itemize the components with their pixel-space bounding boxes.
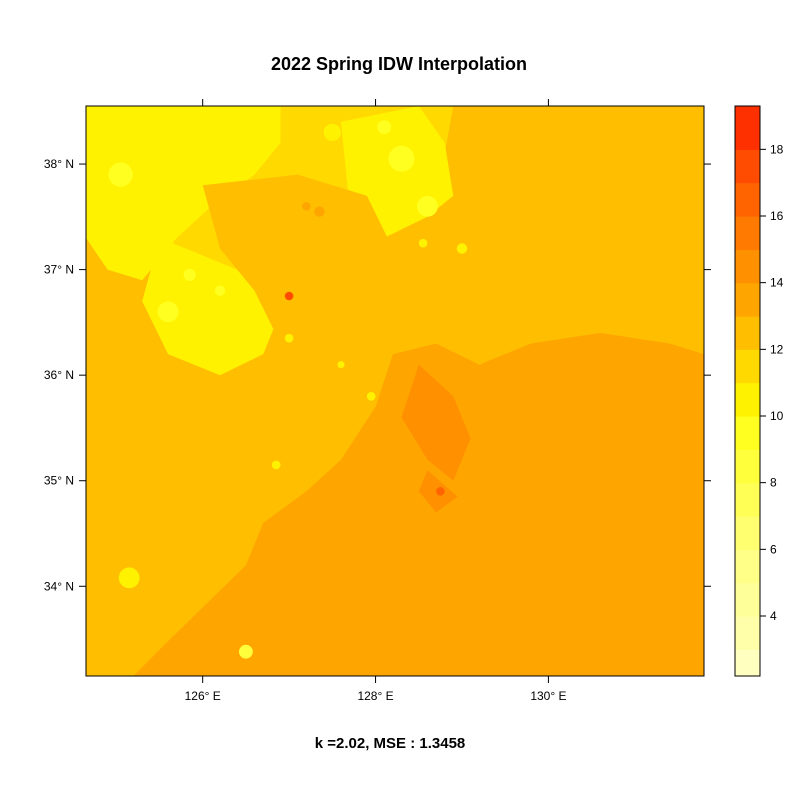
x-tick-label-1: 128° E (357, 689, 393, 703)
axes: 126° E 128° E 130° E 34° N 35° N 36° N 37° N 38… (44, 99, 711, 703)
colorbar-tick-label-6: 16 (770, 209, 784, 223)
colorbar-bin-2 (735, 582, 760, 617)
colorbar-bin-14 (735, 182, 760, 217)
hotspot-18 (366, 392, 376, 401)
value-region-1 (86, 106, 281, 281)
colorbar-tick-label-1: 6 (770, 542, 777, 556)
hotspot-11 (377, 120, 392, 134)
colorbar-tick-label-5: 14 (770, 276, 784, 290)
value-region-5 (133, 332, 704, 676)
hotspot-17 (284, 333, 294, 343)
colorbar-tick-label-0: 4 (770, 609, 777, 623)
hotspot-0 (108, 162, 133, 187)
x-tick-label-2: 130° E (530, 689, 566, 703)
colorbar-tick-label-4: 12 (770, 342, 784, 356)
y-tick-label-0: 34° N (44, 579, 74, 593)
plot-area (86, 106, 704, 676)
colorbar-frame (734, 105, 761, 677)
hotspot-6 (118, 567, 140, 589)
hotspot-20 (337, 361, 345, 369)
interpolation-hotspots (108, 120, 639, 659)
value-region-3 (142, 237, 281, 376)
colorbar-bin-12 (735, 249, 760, 284)
colorbar-bin-0 (735, 649, 760, 677)
value-region-4 (202, 174, 393, 523)
y-tick-label-3: 37° N (44, 263, 74, 277)
colorbar-tick-label-7: 18 (770, 142, 784, 156)
hotspot-10 (323, 123, 341, 141)
hotspot-16 (313, 577, 326, 590)
colorbar-bin-5 (735, 482, 760, 517)
hotspot-4 (284, 291, 294, 301)
hotspot-2 (183, 268, 196, 281)
chart-subtitle: k =2.02, MSE : 1.3458 (315, 735, 466, 752)
colorbar-bin-4 (735, 516, 760, 550)
colorbar-bin-13 (735, 216, 760, 250)
y-tick-label-4: 38° N (44, 157, 74, 171)
colorbar-bin-3 (735, 549, 760, 584)
y-tick-label-1: 35° N (44, 474, 74, 488)
colorbar-legend: 4 6 8 10 12 14 16 18 (734, 105, 784, 677)
hotspot-19 (271, 460, 281, 470)
hotspot-12 (314, 206, 325, 217)
hotspot-3 (214, 285, 226, 296)
hotspot-1 (157, 301, 179, 323)
colorbar-tick-label-3: 10 (770, 409, 784, 423)
colorbar-tick-label-2: 8 (770, 476, 777, 490)
chart-title: 2022 Spring IDW Interpolation (271, 54, 527, 74)
hotspot-23 (418, 238, 428, 248)
hotspot-7 (614, 199, 639, 224)
colorbar-bin-7 (735, 416, 760, 450)
hotspot-21 (483, 365, 493, 375)
colorbar-bin-10 (735, 316, 760, 350)
hotspot-15 (436, 487, 445, 496)
x-tick-label-0: 126° E (185, 689, 221, 703)
hotspot-14 (428, 383, 444, 399)
hotspot-5 (239, 644, 253, 659)
hotspot-8 (388, 145, 415, 172)
hotspot-9 (417, 195, 438, 217)
hotspot-13 (302, 202, 311, 211)
hotspot-22 (456, 243, 468, 254)
colorbar-bin-11 (735, 282, 760, 317)
colorbar-bin-9 (735, 349, 760, 384)
colorbar-bin-8 (735, 382, 760, 417)
colorbar-bin-1 (735, 616, 760, 650)
plot-frame (85, 105, 705, 677)
colorbar-bin-15 (735, 149, 760, 184)
colorbar-bin-16 (735, 106, 760, 150)
y-tick-label-2: 36° N (44, 368, 74, 382)
colorbar-bin-6 (735, 449, 760, 484)
value-region-6 (401, 364, 471, 481)
